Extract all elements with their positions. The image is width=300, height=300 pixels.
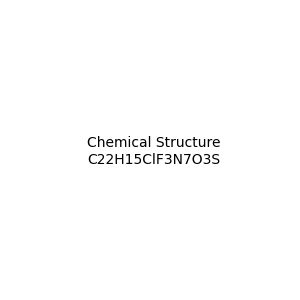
Text: Chemical Structure
C22H15ClF3N7O3S: Chemical Structure C22H15ClF3N7O3S — [87, 136, 220, 166]
